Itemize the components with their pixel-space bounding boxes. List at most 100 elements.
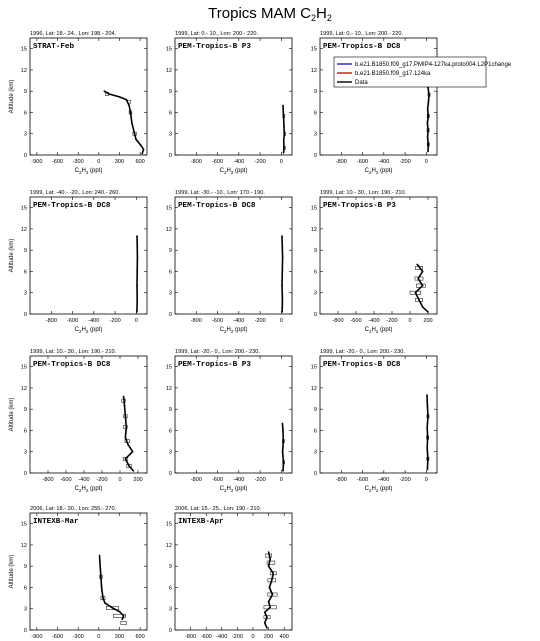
campaign-label: INTEXB-Apr bbox=[178, 518, 224, 526]
data-point bbox=[282, 152, 285, 154]
legend-label: b.e21.B1850.f09_g17.124ka bbox=[355, 71, 431, 77]
legend: b.e21.B1850.f09_g17.PMIP4-127ka.proto004… bbox=[333, 56, 512, 88]
campaign-label: PEM-Tropics-B DC8 bbox=[33, 202, 111, 210]
data-point bbox=[131, 122, 133, 124]
y-tick-label: 12 bbox=[311, 68, 317, 74]
data-point bbox=[136, 242, 139, 244]
data-point bbox=[282, 440, 285, 442]
x-tick-label: 0 bbox=[425, 159, 428, 165]
data-point bbox=[427, 101, 430, 103]
x-tick-label: -200 bbox=[109, 318, 120, 324]
y-tick-label: 3 bbox=[169, 132, 172, 138]
data-point bbox=[417, 277, 419, 280]
y-tick-label: 15 bbox=[311, 365, 317, 371]
plot-frame bbox=[29, 196, 148, 315]
y-tick-label: 6 bbox=[24, 110, 27, 116]
y-tick-label: 6 bbox=[314, 269, 317, 275]
x-tick-label: -600 bbox=[212, 477, 223, 483]
data-point bbox=[141, 152, 143, 155]
y-tick-label: 3 bbox=[169, 291, 172, 297]
y-tick-label: 6 bbox=[169, 110, 172, 116]
x-axis-label: C2H2 (ppt) bbox=[365, 168, 393, 175]
data-point bbox=[124, 436, 127, 439]
campaign-label: PEM-Tropics-B P3 bbox=[323, 202, 396, 210]
x-tick-label: -900 bbox=[31, 634, 42, 640]
y-tick-label: 6 bbox=[24, 269, 27, 275]
x-tick-label: 0 bbox=[135, 318, 138, 324]
y-tick-label: 3 bbox=[24, 291, 27, 297]
data-point bbox=[131, 450, 134, 453]
panel-header: 1999, Lat: 0.- 10., Lon: 200.- 220. bbox=[175, 31, 258, 37]
x-tick-label: -400 bbox=[78, 477, 89, 483]
data-point bbox=[426, 468, 429, 471]
y-tick-label: 3 bbox=[169, 450, 172, 456]
x-axis-label: C2H2 (ppt) bbox=[365, 327, 393, 334]
data-point bbox=[282, 461, 285, 464]
plot-frame bbox=[174, 512, 293, 631]
data-point bbox=[122, 615, 125, 617]
data-point bbox=[426, 394, 428, 396]
y-tick-label: 12 bbox=[166, 543, 172, 549]
plot-frame bbox=[319, 355, 438, 474]
data-series-line bbox=[281, 423, 285, 471]
data-point bbox=[427, 458, 429, 460]
x-axis-label: C2H2 (ppt) bbox=[220, 327, 248, 334]
y-tick-label: 9 bbox=[24, 564, 27, 570]
y-tick-label: 6 bbox=[169, 585, 172, 591]
data-point bbox=[427, 311, 429, 313]
panel-header: 1999, Lat: -40.- -20., Lon: 240.- 260. bbox=[30, 190, 120, 196]
x-tick-label: -800 bbox=[191, 477, 202, 483]
data-point bbox=[282, 140, 285, 142]
data-point bbox=[421, 270, 424, 273]
data-point bbox=[282, 429, 284, 432]
data-point bbox=[98, 554, 101, 557]
campaign-label: STRAT-Feb bbox=[33, 43, 74, 51]
y-tick-label: 0 bbox=[24, 153, 27, 159]
y-tick-label: 3 bbox=[24, 607, 27, 613]
data-point bbox=[136, 235, 138, 237]
y-tick-label: 15 bbox=[166, 522, 172, 528]
x-tick-label: -600 bbox=[357, 477, 368, 483]
data-point bbox=[426, 108, 429, 110]
y-tick-label: 12 bbox=[21, 68, 27, 74]
x-tick-label: 300 bbox=[115, 159, 124, 165]
data-point bbox=[281, 311, 284, 313]
x-tick-label: -800 bbox=[42, 477, 53, 483]
campaign-label: PEM-Tropics-B DC8 bbox=[178, 202, 256, 210]
data-series-line bbox=[103, 90, 145, 154]
y-tick-label: 9 bbox=[169, 248, 172, 254]
y-axis-label: Altitude (km) bbox=[9, 398, 15, 432]
x-axis-label: C2H2 (ppt) bbox=[220, 168, 248, 175]
x-tick-label: -400 bbox=[88, 318, 99, 324]
y-tick-label: 0 bbox=[24, 471, 27, 477]
campaign-label: PEM-Tropics-B P3 bbox=[178, 361, 251, 369]
x-tick-label: 200 bbox=[423, 318, 432, 324]
data-point bbox=[426, 404, 429, 407]
data-point bbox=[428, 93, 430, 96]
y-tick-label: 15 bbox=[166, 365, 172, 371]
x-tick-label: -600 bbox=[60, 477, 71, 483]
data-point bbox=[416, 263, 419, 266]
y-tick-label: 12 bbox=[166, 227, 172, 233]
y-tick-label: 6 bbox=[314, 110, 317, 116]
data-point bbox=[426, 426, 429, 428]
panel-header: 2006, Lat: 18.- 30., Lon: 255.- 270. bbox=[30, 506, 117, 512]
data-point bbox=[281, 450, 284, 453]
x-tick-label: 200 bbox=[264, 634, 273, 640]
data-point bbox=[269, 558, 271, 560]
data-series-line bbox=[98, 555, 125, 620]
x-axis-label: C2H2 (ppt) bbox=[75, 168, 103, 175]
chart-panel: 1999, Lat: -20.- 0., Lon: 200.- 230. PEM-… bbox=[166, 349, 293, 493]
x-tick-label: 0 bbox=[118, 477, 121, 483]
data-point bbox=[128, 104, 130, 107]
data-point bbox=[263, 611, 266, 614]
data-point bbox=[267, 600, 270, 603]
data-series-line bbox=[263, 551, 275, 629]
x-tick-label: -600 bbox=[357, 159, 368, 165]
data-point bbox=[136, 299, 139, 301]
x-tick-label: -800 bbox=[185, 634, 196, 640]
data-point bbox=[283, 132, 286, 135]
legend-label: Data bbox=[355, 80, 368, 86]
x-tick-label: -400 bbox=[378, 159, 389, 165]
